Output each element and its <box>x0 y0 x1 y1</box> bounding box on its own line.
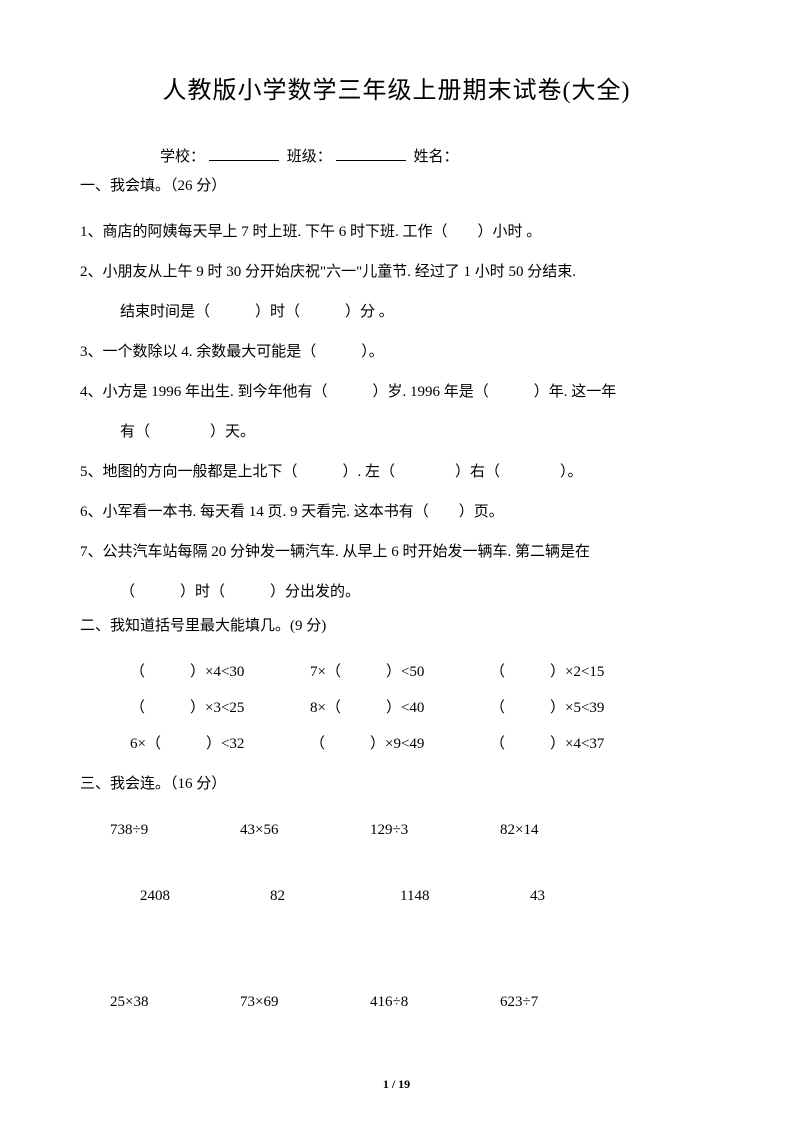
question-1: 1、商店的阿姨每天早上 7 时上班. 下午 6 时下班. 工作（ ）小时 。 <box>80 214 713 250</box>
section-2-header: 二、我知道括号里最大能填几。(9 分) <box>80 614 713 638</box>
s2-row-1: （ ）×4<30 7×（ ）<50 （ ）×2<15 <box>80 654 713 690</box>
question-7: 7、公共汽车站每隔 20 分钟发一辆汽车. 从早上 6 时开始发一辆车. 第二辆… <box>80 534 713 570</box>
page-number: 1 / 19 <box>0 1077 793 1092</box>
s3-cell: 73×69 <box>240 984 370 1020</box>
question-4-cont: 有（ ）天。 <box>80 414 713 450</box>
s3-cell: 2408 <box>140 878 270 914</box>
section-1-header: 一、我会填。（26 分） <box>80 174 713 198</box>
school-label: 学校： <box>160 149 205 165</box>
s3-cell: 25×38 <box>110 984 240 1020</box>
s2-row-2: （ ）×3<25 8×（ ）<40 （ ）×5<39 <box>80 690 713 726</box>
s3-cell: 1148 <box>400 878 530 914</box>
s2-cell: 7×（ ）<50 <box>310 654 490 690</box>
s3-row-1: 738÷9 43×56 129÷3 82×14 <box>80 812 713 848</box>
s2-cell: （ ）×2<15 <box>490 654 670 690</box>
s2-cell: 6×（ ）<32 <box>130 726 310 762</box>
s2-cell: （ ）×5<39 <box>490 690 670 726</box>
school-blank <box>209 160 279 161</box>
s3-cell: 82×14 <box>500 812 630 848</box>
s3-cell: 416÷8 <box>370 984 500 1020</box>
s3-cell: 82 <box>270 878 400 914</box>
exam-title: 人教版小学数学三年级上册期末试卷(大全) <box>80 70 713 105</box>
s3-cell: 43 <box>530 878 660 914</box>
s2-cell: （ ）×4<37 <box>490 726 670 762</box>
s2-cell: （ ）×4<30 <box>130 654 310 690</box>
class-blank <box>336 160 406 161</box>
question-7-cont: （ ）时（ ）分出发的。 <box>80 574 713 610</box>
question-4: 4、小方是 1996 年出生. 到今年他有（ ）岁. 1996 年是（ ）年. … <box>80 374 713 410</box>
s3-cell: 738÷9 <box>110 812 240 848</box>
question-2-cont: 结束时间是（ ）时（ ）分 。 <box>80 294 713 330</box>
s3-cell: 43×56 <box>240 812 370 848</box>
section-3-header: 三、我会连。（16 分） <box>80 772 713 796</box>
name-label: 姓名： <box>414 149 459 165</box>
student-info-line: 学校： 班级： 姓名： <box>80 145 713 166</box>
s2-row-3: 6×（ ）<32 （ ）×9<49 （ ）×4<37 <box>80 726 713 762</box>
s2-cell: （ ）×3<25 <box>130 690 310 726</box>
s3-cell: 129÷3 <box>370 812 500 848</box>
question-3: 3、一个数除以 4. 余数最大可能是（ ）。 <box>80 334 713 370</box>
question-2: 2、小朋友从上午 9 时 30 分开始庆祝"六一"儿童节. 经过了 1 小时 5… <box>80 254 713 290</box>
s3-row-2: 2408 82 1148 43 <box>80 878 713 914</box>
s3-row-3: 25×38 73×69 416÷8 623÷7 <box>80 984 713 1020</box>
s2-cell: 8×（ ）<40 <box>310 690 490 726</box>
class-label: 班级： <box>287 149 332 165</box>
question-6: 6、小军看一本书. 每天看 14 页. 9 天看完. 这本书有（ ）页。 <box>80 494 713 530</box>
s2-cell: （ ）×9<49 <box>310 726 490 762</box>
question-5: 5、地图的方向一般都是上北下（ ）. 左（ ）右（ ）。 <box>80 454 713 490</box>
s3-cell: 623÷7 <box>500 984 630 1020</box>
